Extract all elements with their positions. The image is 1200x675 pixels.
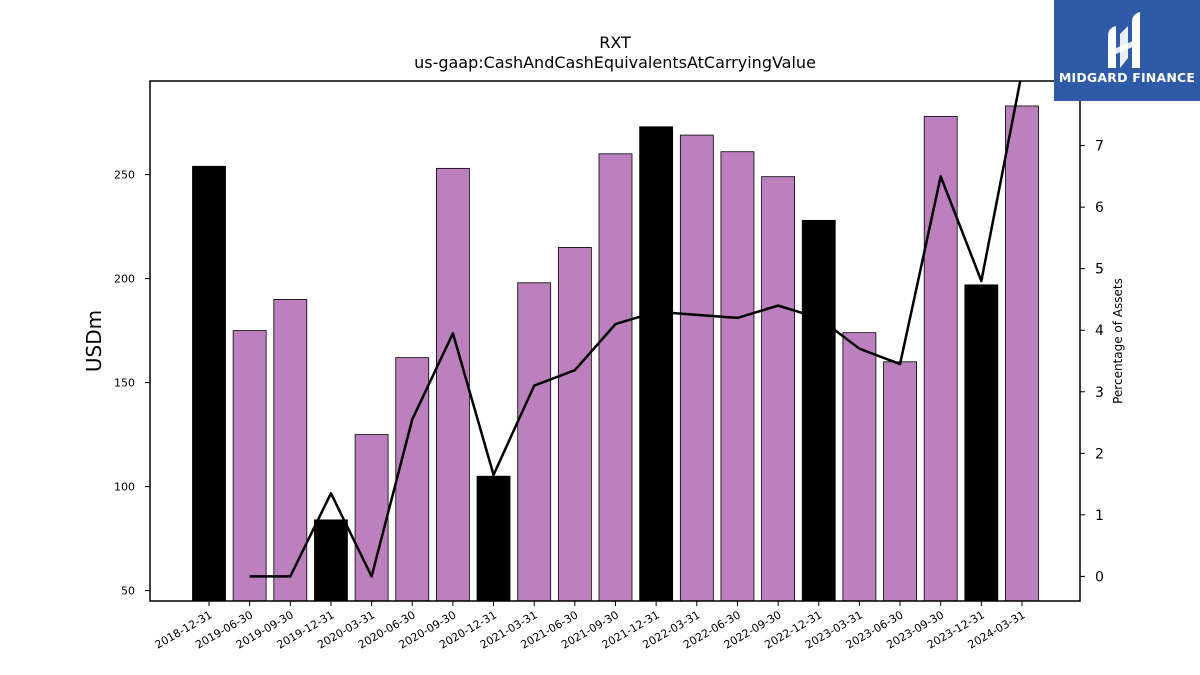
y-tick-label: 50 <box>121 585 135 598</box>
bar <box>476 475 511 602</box>
bar <box>232 330 267 602</box>
y-right-tick-label: 5 <box>1095 262 1104 278</box>
y-right-tick-label: 1 <box>1095 508 1104 524</box>
line-series <box>249 81 1022 578</box>
bar <box>842 332 877 602</box>
y-tick-label: 100 <box>114 481 135 494</box>
bar <box>557 246 592 602</box>
chart-subtitle: us-gaap:CashAndCashEquivalentsAtCarrying… <box>414 53 816 72</box>
bar-series <box>192 105 1039 602</box>
bar <box>517 282 552 602</box>
brand-logo: MIDGARD FINANCE <box>1054 0 1200 101</box>
y-axis-label-right: Percentage of Assets <box>1111 278 1125 404</box>
y-tick-label: 150 <box>114 377 135 390</box>
y-right-tick-label: 4 <box>1095 323 1104 339</box>
bar <box>639 126 674 602</box>
y-right-tick-label: 6 <box>1095 200 1104 216</box>
bar <box>273 298 308 602</box>
bar <box>761 176 795 602</box>
y-right-tick-label: 2 <box>1095 446 1104 462</box>
bar <box>435 167 470 602</box>
x-axis: 2018-12-312019-06-302019-09-302019-12-31… <box>153 601 1028 652</box>
brand-name: MIDGARD FINANCE <box>1058 70 1196 85</box>
bar <box>801 219 836 602</box>
y-tick-label: 250 <box>114 169 135 182</box>
y-right-tick-label: 3 <box>1095 385 1104 401</box>
y-axis-right: 0 1 2 3 4 5 6 7 <box>1080 139 1104 585</box>
y-right-tick-label: 7 <box>1095 139 1104 155</box>
bar <box>679 134 714 602</box>
chart-title: RXT <box>599 33 631 52</box>
bar <box>964 284 999 602</box>
y-right-tick-label: 0 <box>1095 569 1104 585</box>
bar <box>1005 105 1039 602</box>
bar <box>314 519 348 602</box>
y-axis-left: 50 100 150 200 250 <box>114 169 150 598</box>
bar <box>720 151 755 602</box>
brand-mark-icon <box>1108 12 1140 68</box>
y-tick-label: 200 <box>114 273 135 286</box>
bar <box>192 165 226 602</box>
bar <box>883 361 917 602</box>
bar <box>923 115 958 602</box>
y-axis-label-left: USDm <box>82 310 106 372</box>
bar <box>598 153 633 602</box>
line-percentage-of-assets <box>249 81 1022 578</box>
